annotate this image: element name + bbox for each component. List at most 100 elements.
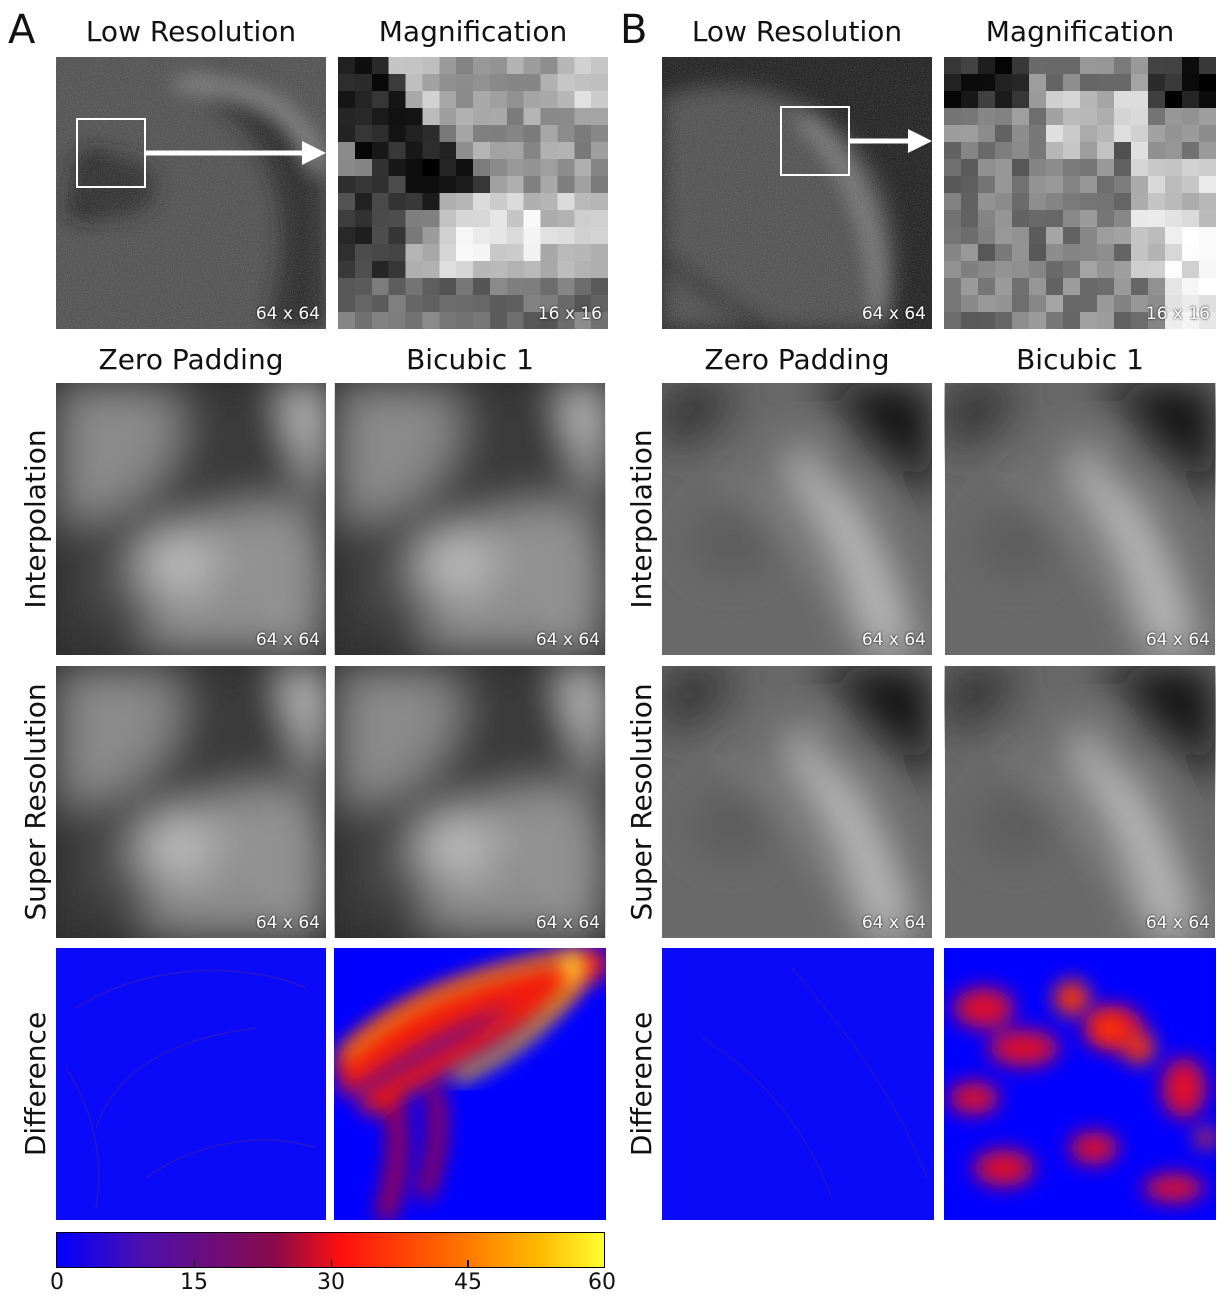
pixel [473,91,491,109]
pixel [557,74,575,92]
pixel [456,159,474,177]
pixel [1165,125,1183,143]
pixel [489,295,508,313]
pixel [1182,57,1200,75]
image-a-magnification: 16 x 16 [338,57,608,329]
pixel [978,278,996,296]
pixel [439,74,457,92]
pixel [961,108,979,126]
pixel [1114,295,1132,313]
pixel [1097,74,1115,92]
pixel [1148,193,1166,211]
pixel [944,91,962,109]
pixel [523,108,541,126]
pixel [506,57,524,75]
pixel [1131,57,1149,75]
pixel [1148,176,1166,194]
pixel [1114,91,1132,109]
pixel [995,210,1013,228]
pixel [371,176,389,194]
pixel [1012,295,1030,313]
pixel [523,278,541,296]
pixel [354,244,373,262]
pixel [1063,261,1081,279]
image-b-sr-bicubic: 64 x 64 [944,666,1216,938]
pixel [1182,125,1200,143]
pixel [1046,142,1064,160]
pixel [1199,108,1216,126]
pixel [506,108,524,126]
pixel [338,91,356,109]
pixel [473,108,491,126]
pixel [1114,244,1132,262]
pixel [1012,227,1030,245]
pixel [995,91,1013,109]
pixel [489,91,508,109]
pixel [473,278,491,296]
pixel [1012,176,1030,194]
pixel [1080,74,1098,92]
pixel [978,57,996,75]
pixel [354,295,373,313]
pixel [338,142,356,160]
pixel [354,312,373,329]
pixel [371,159,389,177]
region-of-interest-box [76,118,146,188]
pixel [1114,57,1132,75]
image-b-interp-bicubic: 64 x 64 [944,383,1216,655]
pixel [1046,57,1064,75]
pixel [422,74,440,92]
pixel [354,57,373,75]
pixel [439,312,457,329]
pixel [354,210,373,228]
pixel [944,74,962,92]
col-title-low-resolution-b: Low Resolution [691,15,903,48]
pixel [557,261,575,279]
pixel [1131,312,1149,329]
pixel [591,176,608,194]
pixel [1080,244,1098,262]
pixel [388,176,406,194]
pixel [1080,210,1098,228]
pixel [944,193,962,211]
pixel [944,142,962,160]
pixel [978,295,996,313]
pixel [1114,176,1132,194]
pixel [405,176,423,194]
pixel [371,312,389,329]
pixel [1063,108,1081,126]
size-label: 64 x 64 [861,913,926,933]
pixel [338,261,356,279]
pixel [523,312,541,329]
row-label-super-resolution-b: Super Resolution [625,683,658,921]
pixel [354,278,373,296]
image-b-sr-zero-padding: 64 x 64 [662,666,932,938]
pixel [489,142,508,160]
pixel [338,57,356,75]
pixel [1012,57,1030,75]
pixel [944,312,962,329]
pixel [1199,244,1216,262]
pixel [388,244,406,262]
pixel [961,227,979,245]
pixel [557,244,575,262]
pixel [540,210,558,228]
pixel [388,108,406,126]
pixel [338,193,356,211]
pixel [473,142,491,160]
pixel [1199,193,1216,211]
pixel [574,210,592,228]
pixel [439,176,457,194]
pixel [961,278,979,296]
pixel [456,142,474,160]
pixel [1029,125,1047,143]
pixel [1097,159,1115,177]
pixel [1165,227,1183,245]
pixel [473,261,491,279]
pixel [371,125,389,143]
pixel [473,159,491,177]
pixel [1097,295,1115,313]
pixel [995,176,1013,194]
pixel [591,74,608,92]
pixel [1131,159,1149,177]
